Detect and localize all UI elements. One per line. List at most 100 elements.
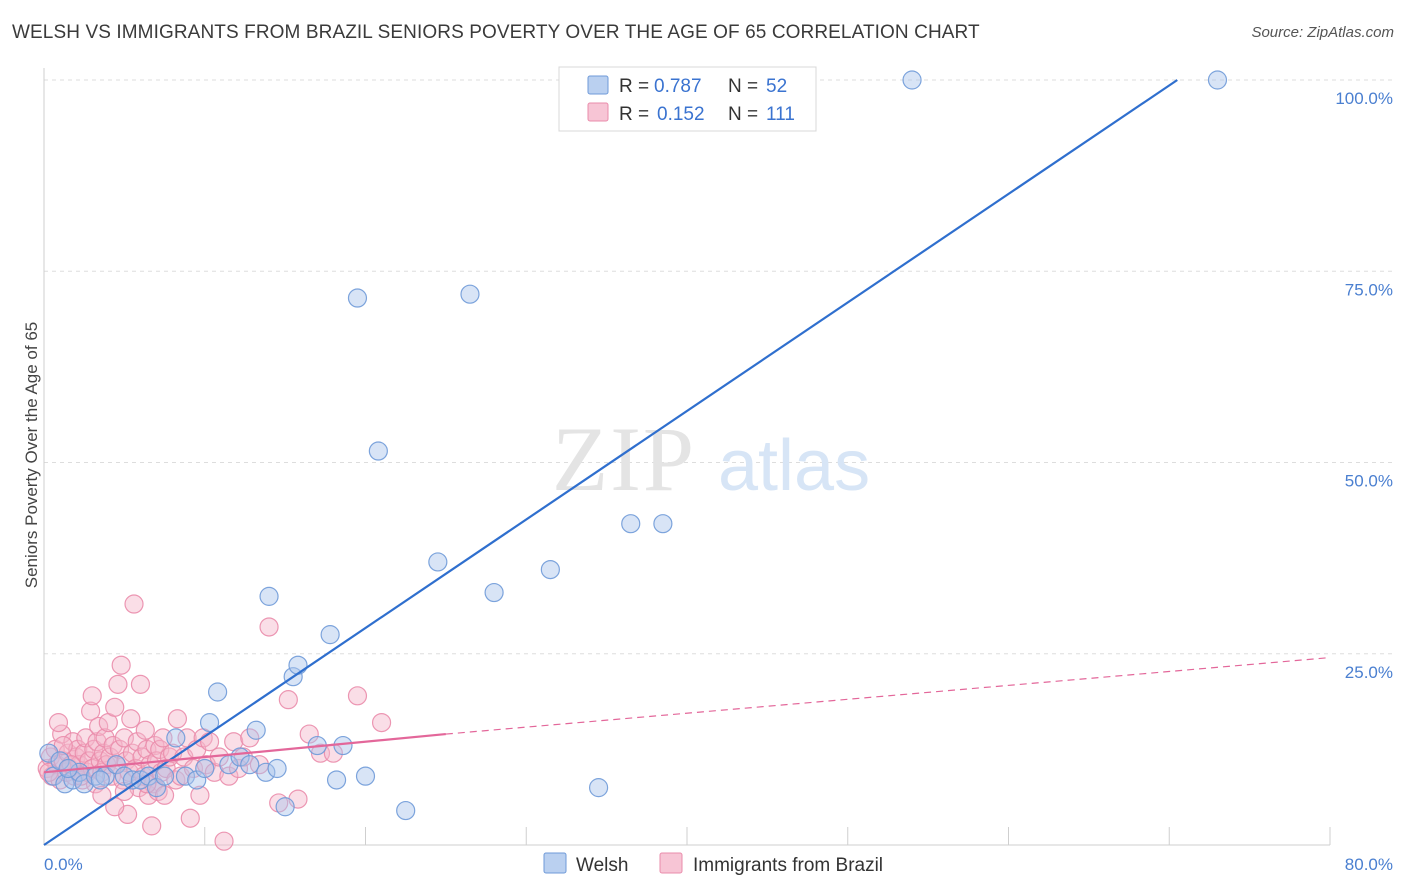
brazil-point [371, 712, 392, 733]
brazil-point [142, 816, 162, 836]
welsh-point [246, 720, 266, 740]
welsh-point [208, 682, 228, 702]
welsh-point [195, 758, 215, 779]
brazil-point [95, 728, 115, 748]
welsh-point [154, 766, 175, 786]
brazil-point [81, 701, 101, 721]
bottom-legend-welsh: Welsh [576, 855, 628, 876]
welsh-point [396, 800, 416, 821]
welsh-point [621, 514, 641, 534]
brazil-point [183, 758, 204, 779]
welsh-point [63, 770, 83, 790]
legend-welsh-r-value: 0.787 [654, 76, 702, 97]
welsh-point [267, 758, 287, 779]
bottom-legend-swatch-welsh [543, 852, 567, 874]
welsh-point [90, 770, 110, 790]
welsh-point [347, 288, 368, 308]
watermark-atlas: atlas [718, 426, 870, 506]
welsh-point [240, 755, 260, 775]
brazil-point [111, 655, 131, 675]
welsh-point [484, 582, 504, 603]
welsh-point [166, 728, 186, 748]
legend-brazil-r-value: 0.152 [657, 104, 705, 125]
welsh-point [1207, 70, 1228, 90]
welsh-point [460, 284, 480, 304]
legend-brazil-n-value: 111 [766, 104, 795, 125]
chart-title: WELSH VS IMMIGRANTS FROM BRAZIL SENIORS … [12, 22, 980, 43]
brazil-point [180, 808, 200, 828]
legend-welsh-n-label: N = [728, 76, 758, 97]
brazil-point [278, 690, 298, 710]
legend-swatch-brazil [587, 102, 609, 122]
brazil-point [89, 716, 109, 737]
welsh-point [259, 586, 279, 606]
y-tick-label: 25.0% [1345, 663, 1393, 682]
bottom-legend-brazil: Immigrants from Brazil [693, 855, 883, 876]
welsh-point [74, 774, 94, 794]
brazil-point [82, 686, 102, 706]
y-tick-label: 75.0% [1345, 280, 1393, 299]
welsh-point [175, 766, 196, 786]
welsh-trend-line [43, 79, 1178, 846]
welsh-point [39, 743, 59, 763]
welsh-point [902, 70, 922, 90]
welsh-point [187, 770, 207, 790]
y-axis-title: Seniors Poverty Over the Age of 65 [22, 322, 41, 588]
legend-welsh-n-value: 52 [766, 76, 787, 97]
brazil-point [105, 697, 125, 717]
brazil-point [109, 739, 130, 759]
brazil-point [121, 709, 141, 729]
points-layer [37, 70, 1228, 851]
brazil-point [76, 728, 96, 748]
brazil-point [240, 728, 260, 748]
brazil-point [150, 739, 170, 759]
brazil-point [124, 594, 144, 614]
brazil-point [199, 732, 220, 752]
welsh-point [355, 766, 376, 786]
brazil-point [219, 766, 239, 786]
brazil-point [190, 785, 210, 805]
x-tick-label-max: 80.0% [1345, 855, 1393, 874]
welsh-point [326, 770, 347, 790]
brazil-trend-line [43, 732, 446, 774]
brazil-trend-extension [445, 656, 1331, 735]
welsh-point [146, 778, 167, 798]
brazil-point [347, 686, 368, 706]
welsh-point [653, 514, 673, 534]
welsh-point [588, 778, 609, 798]
brazil-point [154, 785, 175, 805]
trend-layer [43, 79, 1331, 846]
welsh-point [275, 797, 295, 817]
bottom-legend: Welsh Immigrants from Brazil [543, 852, 883, 876]
legend-brazil-r-label: R = [619, 104, 649, 125]
welsh-point [428, 552, 448, 572]
y-tick-label: 100.0% [1335, 89, 1393, 108]
y-tick-label: 50.0% [1345, 472, 1393, 491]
brazil-point [130, 674, 151, 694]
welsh-point [540, 559, 560, 580]
legend-brazil-n-label: N = [728, 104, 758, 125]
brazil-point [167, 709, 188, 729]
welsh-point [288, 655, 308, 675]
watermark: ZIP atlas [552, 408, 870, 510]
brazil-point [214, 831, 234, 851]
brazil-point [48, 712, 69, 733]
welsh-point [320, 625, 340, 645]
brazil-point [299, 724, 319, 744]
grid-layer [44, 79, 1395, 655]
axis-layer: 25.0% 50.0% 75.0% 100.0% 0.0% 80.0% [43, 68, 1393, 874]
brazil-point [108, 674, 128, 694]
brazil-point [92, 785, 112, 805]
welsh-point [256, 762, 276, 782]
brazil-point [122, 743, 143, 763]
brazil-point [259, 617, 279, 637]
chart-source: Source: ZipAtlas.com [1251, 24, 1394, 41]
x-tick-label-min: 0.0% [44, 855, 83, 874]
welsh-point [199, 712, 220, 733]
top-legend: R = 0.787 N = 52 R = 0.152 N = 111 [558, 66, 817, 132]
watermark-zip: ZIP [552, 408, 696, 510]
brazil-point [114, 728, 134, 748]
brazil-point [135, 720, 155, 740]
